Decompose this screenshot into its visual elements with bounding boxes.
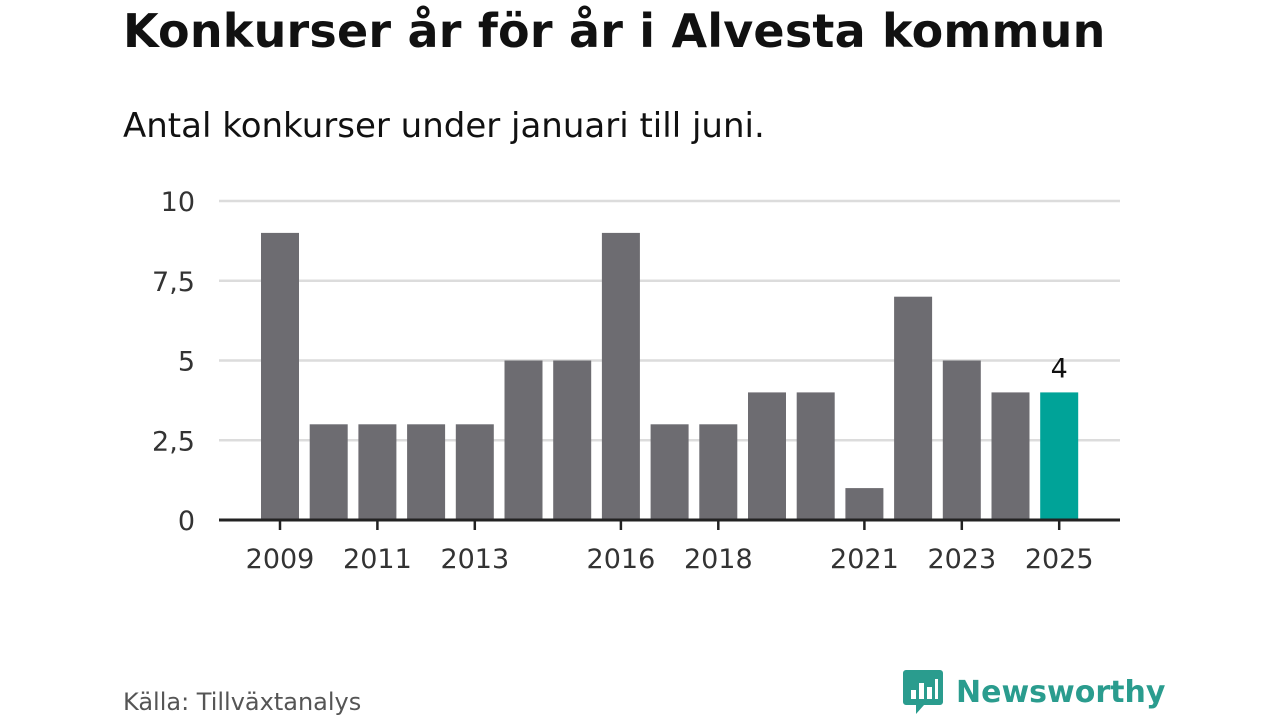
x-tick-label: 2021 — [830, 544, 899, 575]
chart-subtitle: Antal konkurser under januari till juni. — [123, 106, 765, 146]
x-tick-label: 2013 — [440, 544, 509, 575]
bar-2013 — [455, 424, 494, 520]
x-tick-label: 2025 — [1025, 544, 1094, 575]
y-tick-label: 5 — [178, 347, 195, 378]
x-tick-label: 2009 — [246, 544, 315, 575]
bar-2025 — [1040, 392, 1079, 520]
x-tick-label: 2018 — [684, 544, 753, 575]
bar-2010 — [309, 424, 348, 520]
bar-2020 — [796, 392, 835, 520]
bar-2022 — [894, 296, 933, 520]
x-tick-label: 2023 — [927, 544, 996, 575]
bars — [261, 232, 1079, 520]
y-axis-ticks: 0 2,5 5 7,5 10 — [152, 187, 195, 537]
bar-2017 — [650, 424, 689, 520]
newsworthy-chart-bubble-icon — [903, 670, 943, 714]
bar-2015 — [553, 360, 592, 520]
grid-lines — [219, 199, 1120, 442]
brand-name: Newsworthy — [956, 674, 1166, 710]
bar-2018 — [699, 424, 738, 520]
x-tick-label: 2016 — [587, 544, 656, 575]
bar-2019 — [748, 392, 786, 520]
bar-2024 — [991, 392, 1030, 520]
bar-2011 — [358, 424, 397, 520]
y-tick-label: 2,5 — [152, 426, 195, 457]
bar-chart: 02,557,510 2009 2011 2013 2016 2018 2021 2023 2… — [152, 187, 1120, 575]
y-tick-label: 10 — [161, 187, 195, 218]
bar-2009 — [261, 232, 299, 520]
y-tick-label: 0 — [178, 506, 195, 537]
data-labels: 4 — [1051, 353, 1068, 384]
bar-2016 — [601, 232, 640, 520]
x-axis-ticks: 2009 2011 2013 2016 2018 2021 2023 2025 — [246, 520, 1094, 575]
data-label-2025: 4 — [1051, 353, 1068, 384]
bar-2021 — [845, 488, 884, 520]
brand-logo: Newsworthy — [902, 670, 1165, 714]
bar-2012 — [407, 424, 446, 520]
x-tick-label: 2011 — [343, 544, 412, 575]
chart-title: Konkurser år för år i Alvesta kommun — [123, 4, 1106, 58]
source-note: Källa: Tillväxtanalys — [123, 688, 362, 716]
y-tick-label: 7,5 — [152, 267, 195, 298]
bar-2014 — [504, 360, 543, 520]
bar-2023 — [942, 360, 981, 520]
